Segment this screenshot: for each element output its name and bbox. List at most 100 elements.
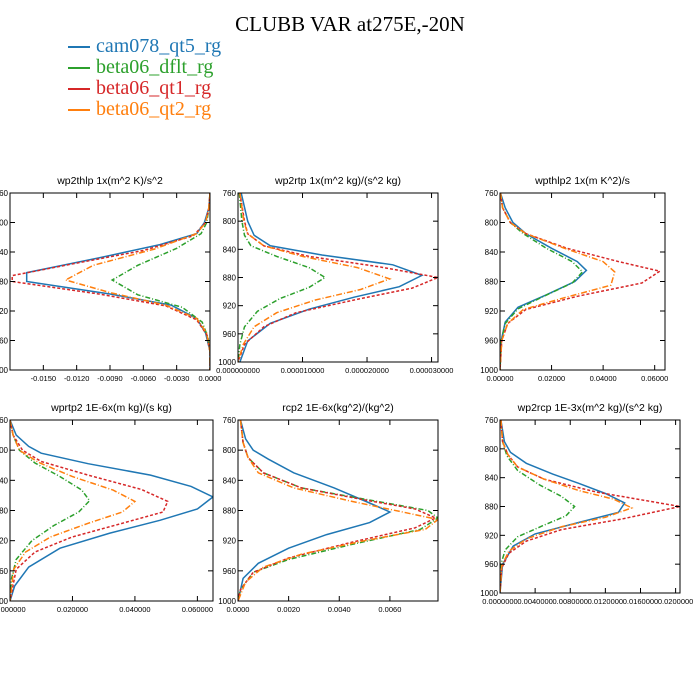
- plot-frame: [237, 419, 439, 602]
- x-tick-label: 0.00000: [486, 374, 513, 383]
- y-tick-label: 840: [485, 474, 499, 483]
- y-tick-label: 880: [0, 507, 9, 516]
- y-tick-label: 960: [485, 560, 499, 569]
- y-tick-label: 800: [223, 446, 237, 455]
- x-tick-label: 0.0000000: [482, 597, 517, 606]
- y-tick-label: 1000: [218, 358, 236, 367]
- subplot-2: wp2rtp 1x(m^2 kg)/(s^2 kg) 760 800 840 880 92…: [216, 175, 453, 375]
- y-tick-label: 840: [485, 248, 499, 257]
- legend-item: beta06_qt2_rg: [68, 98, 221, 120]
- x-tick-label: 0.060000: [182, 605, 213, 614]
- series-line-4: [238, 193, 392, 362]
- series-line-2: [238, 193, 327, 362]
- series-line-2: [10, 420, 91, 601]
- subplot-title: wpthlp2 1x(m K^2)/s: [534, 175, 630, 187]
- plot-frame: [9, 192, 211, 371]
- legend-label: beta06_qt1_rg: [96, 77, 212, 99]
- legend-label: beta06_qt2_rg: [96, 98, 212, 120]
- subplot-title: wprtp2 1E-6x(m kg)/(s kg): [50, 402, 172, 414]
- series-line-2: [110, 193, 210, 370]
- x-tick-label: 0.0120000: [588, 597, 623, 606]
- x-tick-label: 0.06000: [641, 374, 668, 383]
- subplot-6: wp2rcp 1E-3x(m^2 kg)/(s^2 kg) 760 800 840 88…: [480, 402, 693, 606]
- series-line-2: [500, 193, 584, 370]
- x-tick-label: 0.000020000: [345, 366, 389, 375]
- subplot-3: wpthlp2 1x(m K^2)/s 760 800 840 880 920 960 100…: [480, 175, 668, 383]
- subplot-title: rcp2 1E-6x(kg^2)/(kg^2): [282, 402, 393, 414]
- series-line-1: [500, 193, 588, 370]
- y-tick-label: 920: [485, 531, 499, 540]
- y-tick-label: 880: [0, 278, 9, 287]
- x-tick-label: 0.0000: [227, 605, 250, 614]
- y-tick-label: 880: [485, 278, 499, 287]
- y-tick-label: 920: [0, 537, 9, 546]
- y-tick-label: 920: [223, 302, 237, 311]
- series-line-1: [10, 420, 213, 601]
- y-tick-label: 960: [485, 337, 499, 346]
- series-line-2: [238, 420, 438, 601]
- series-line-3: [10, 420, 169, 601]
- plot-frame: [499, 192, 666, 371]
- y-tick-label: 880: [485, 503, 499, 512]
- plot-frame: [9, 419, 214, 602]
- x-tick-label: 0.000030000: [410, 366, 454, 375]
- figure-title: CLUBB VAR at275E,-20N: [235, 12, 465, 36]
- y-tick-label: 800: [0, 219, 9, 228]
- y-tick-label: 800: [485, 445, 499, 454]
- series-line-4: [238, 420, 438, 601]
- x-tick-label: 0.020000: [57, 605, 88, 614]
- y-tick-label: 920: [485, 307, 499, 316]
- legend-swatch: [68, 66, 90, 69]
- plot-frame: [499, 419, 681, 594]
- x-tick-label: 0.0160000: [623, 597, 658, 606]
- y-tick-label: 920: [223, 537, 237, 546]
- y-tick-label: 760: [0, 416, 9, 425]
- x-tick-label: 0.040000: [119, 605, 150, 614]
- x-tick-label: 0.000000000: [216, 366, 260, 375]
- x-tick-label: 0.0060: [378, 605, 401, 614]
- y-tick-label: 960: [0, 337, 9, 346]
- series-line-1: [239, 193, 424, 362]
- series-line-1: [25, 193, 210, 370]
- x-tick-label: 0.000010000: [281, 366, 325, 375]
- y-tick-label: 880: [223, 274, 237, 283]
- series-line-4: [10, 420, 137, 601]
- x-tick-label: 0.0200000: [658, 597, 693, 606]
- y-tick-label: 840: [223, 245, 237, 254]
- x-tick-label: 0.0040000: [517, 597, 552, 606]
- y-tick-label: 840: [0, 476, 9, 485]
- subplot-5: rcp2 1E-6x(kg^2)/(kg^2) 760 800 840 880 920 96…: [218, 402, 439, 614]
- series-line-4: [500, 193, 616, 370]
- x-tick-label: -0.0120: [64, 374, 89, 383]
- plot-frame: [237, 192, 439, 363]
- y-tick-label: 960: [223, 567, 237, 576]
- x-tick-label: 0.04000: [590, 374, 617, 383]
- legend: cam078_qt5_rg beta06_dflt_rg beta06_qt1_…: [68, 35, 222, 120]
- x-tick-label: 0.0020: [277, 605, 300, 614]
- subplot-title: wp2rtp 1x(m^2 kg)/(s^2 kg): [274, 175, 401, 187]
- y-tick-label: 1000: [480, 366, 498, 375]
- x-tick-label: -0.0060: [131, 374, 156, 383]
- y-tick-label: 760: [223, 189, 237, 198]
- legend-item: cam078_qt5_rg: [68, 35, 222, 57]
- y-tick-label: 760: [485, 416, 499, 425]
- x-tick-label: 0.0080000: [553, 597, 588, 606]
- y-tick-label: 840: [0, 248, 9, 257]
- series-line-3: [11, 193, 210, 370]
- y-tick-label: 920: [0, 307, 9, 316]
- series-line-1: [238, 420, 392, 601]
- x-tick-label: -0.0150: [31, 374, 56, 383]
- x-tick-label: 0.0040: [328, 605, 351, 614]
- y-tick-label: 760: [0, 189, 9, 198]
- subplot-1: wp2thlp 1x(m^2 K)/s^2 760 800 840 880 920 960 1…: [0, 175, 221, 383]
- x-tick-label: 0.0000: [199, 374, 222, 383]
- y-tick-label: 1000: [0, 597, 9, 606]
- y-tick-label: 840: [223, 476, 237, 485]
- legend-label: beta06_dflt_rg: [96, 56, 214, 78]
- y-tick-label: 800: [223, 217, 237, 226]
- legend-item: beta06_qt1_rg: [68, 77, 221, 99]
- legend-label: cam078_qt5_rg: [96, 35, 222, 57]
- x-tick-label: 0.02000: [538, 374, 565, 383]
- x-tick-label: -0.0030: [164, 374, 189, 383]
- y-tick-label: 800: [0, 446, 9, 455]
